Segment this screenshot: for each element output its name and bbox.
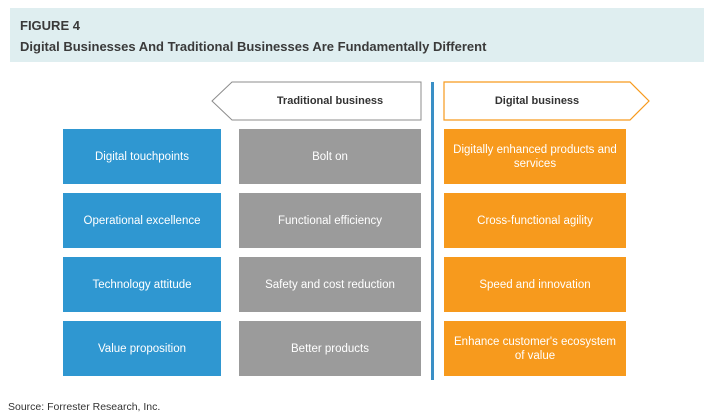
traditional-box: Better products	[239, 321, 421, 376]
digital-box: Speed and innovation	[444, 257, 626, 312]
traditional-arrow-shape	[211, 81, 422, 121]
traditional-business-header: Traditional business	[276, 95, 384, 107]
dimension-box: Technology attitude	[63, 257, 221, 312]
figure-header: FIGURE 4 Digital Businesses And Traditio…	[10, 8, 704, 62]
source-note: Source: Forrester Research, Inc.	[8, 401, 161, 413]
digital-arrow-shape	[443, 81, 650, 121]
traditional-box: Functional efficiency	[239, 193, 421, 248]
figure-label: FIGURE 4	[20, 18, 80, 33]
traditional-box: Safety and cost reduction	[239, 257, 421, 312]
dimension-box: Digital touchpoints	[63, 129, 221, 184]
digital-box: Cross-functional agility	[444, 193, 626, 248]
dimension-box: Value proposition	[63, 321, 221, 376]
traditional-box: Bolt on	[239, 129, 421, 184]
dimension-box: Operational excellence	[63, 193, 221, 248]
digital-box: Enhance customer's ecosystem of value	[444, 321, 626, 376]
column-divider	[431, 82, 434, 380]
figure-title: Digital Businesses And Traditional Busin…	[20, 39, 487, 54]
digital-box: Digitally enhanced products and services	[444, 129, 626, 184]
digital-business-header: Digital business	[494, 95, 580, 107]
